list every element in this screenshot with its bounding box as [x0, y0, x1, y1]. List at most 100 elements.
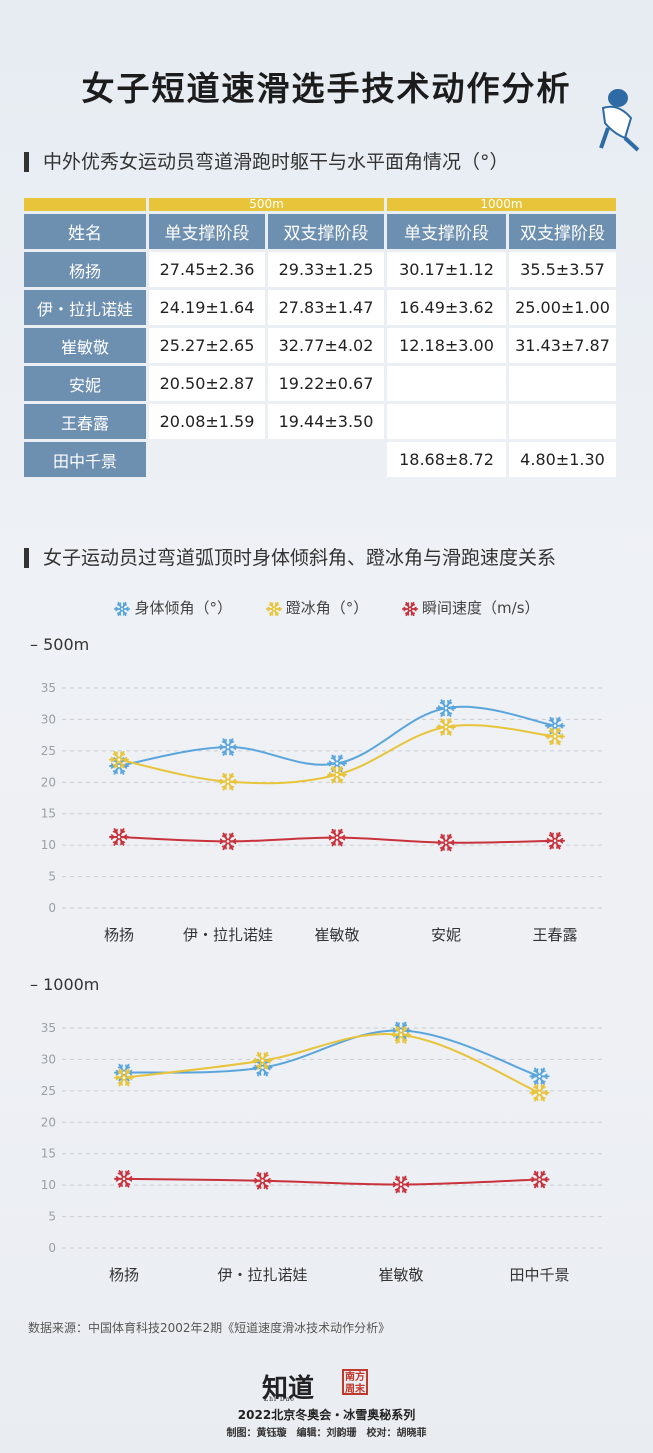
series-line: [123, 1177, 540, 1186]
table-cell: [149, 442, 265, 477]
legend-label: 瞬间速度（m/s）: [422, 599, 540, 617]
table-cell: 27.83±1.47: [268, 290, 384, 325]
y-tick-label: 0: [48, 901, 56, 915]
table-cell: 16.49±3.62: [387, 290, 506, 325]
data-point: [218, 738, 238, 756]
series-line: [123, 1029, 540, 1078]
table-cell: 4.80±1.30: [509, 442, 617, 477]
table-cell: 30.17±1.12: [387, 252, 506, 287]
zhidao-logo: 知道 Zhi Dao: [262, 1374, 315, 1404]
table-row: 杨扬 27.45±2.36 29.33±1.25 30.17±1.12 35.5…: [24, 252, 617, 287]
x-tick-label: 伊・拉扎诺娃: [217, 1266, 307, 1284]
y-tick-label: 30: [41, 712, 56, 726]
table-cell: 12.18±3.00: [387, 328, 506, 363]
chart-title: – 1000m: [30, 975, 99, 994]
table-header: 单支撑阶段: [149, 214, 265, 249]
table-cell: 31.43±7.87: [509, 328, 617, 363]
table-cell: [509, 404, 617, 439]
table-header: 姓名: [24, 214, 146, 249]
southern-weekly-logo: 南方周末: [342, 1369, 368, 1395]
data-point: [391, 1026, 411, 1044]
snowflake-icon: [401, 601, 419, 616]
y-tick-label: 35: [41, 1021, 56, 1035]
athlete-name: 王春露: [24, 404, 146, 439]
x-tick-label: 伊・拉扎诺娃: [183, 926, 273, 944]
section-title-table: 中外优秀女运动员弯道滑跑时躯干与水平面角情况（°）: [24, 152, 509, 172]
x-tick-label: 安妮: [431, 926, 461, 944]
table-cell: [387, 404, 506, 439]
y-tick-label: 35: [41, 681, 56, 695]
y-tick-label: 10: [41, 838, 56, 852]
legend-item: 蹬冰角（°）: [265, 599, 369, 617]
data-point: [252, 1171, 273, 1190]
data-point: [529, 1067, 550, 1086]
data-point: [109, 750, 129, 769]
x-tick-label: 杨扬: [109, 1266, 139, 1284]
data-point: [327, 828, 347, 847]
y-tick-label: 0: [48, 1241, 56, 1255]
data-point: [114, 1068, 134, 1087]
table-cell: 18.68±8.72: [387, 442, 506, 477]
data-point: [545, 831, 565, 850]
data-point: [109, 828, 129, 846]
y-tick-label: 25: [41, 1084, 56, 1098]
table-group-header-500m: 500m: [149, 198, 384, 211]
legend-item: 瞬间速度（m/s）: [401, 599, 540, 617]
table-cell: [268, 442, 384, 477]
y-tick-label: 5: [48, 870, 56, 884]
data-point: [545, 716, 565, 735]
athlete-name: 田中千景: [24, 442, 146, 477]
table-cell: [387, 366, 506, 401]
table-header: 单支撑阶段: [387, 214, 506, 249]
table-header: 双支撑阶段: [268, 214, 384, 249]
table-cell: 32.77±4.02: [268, 328, 384, 363]
athlete-name: 安妮: [24, 366, 146, 401]
data-point: [529, 1083, 550, 1102]
series-line: [118, 705, 556, 767]
table-row: 王春露 20.08±1.59 19.44±3.50: [24, 404, 617, 439]
table-cell: 35.5±3.57: [509, 252, 617, 287]
data-point: [545, 727, 565, 746]
table-header: 双支撑阶段: [509, 214, 617, 249]
legend-label: 蹬冰角（°）: [285, 599, 369, 617]
table-cell: 25.27±2.65: [149, 328, 265, 363]
table-row: 伊・拉扎诺娃 24.19±1.64 27.83±1.47 16.49±3.62 …: [24, 290, 617, 325]
y-tick-label: 15: [41, 807, 56, 821]
angle-table: 500m 1000m 姓名 单支撑阶段 双支撑阶段 单支撑阶段 双支撑阶段 杨扬…: [21, 195, 619, 480]
series-line: [123, 1033, 540, 1094]
chart-500m: – 500m 0 5 10 15 20 25 30 35 杨扬 伊・拉扎诺娃 崔敏敬 安妮 王春露: [30, 635, 605, 944]
table-row: 崔敏敬 25.27±2.65 32.77±4.02 12.18±3.00 31.…: [24, 328, 617, 363]
y-tick-label: 30: [41, 1052, 56, 1066]
section-title-chart: 女子运动员过弯道弧顶时身体倾斜角、蹬冰角与滑跑速度关系: [24, 548, 556, 568]
table-cell: 19.22±0.67: [268, 366, 384, 401]
data-point: [252, 1051, 273, 1070]
athlete-name: 崔敏敬: [24, 328, 146, 363]
y-tick-label: 5: [48, 1210, 56, 1224]
y-tick-label: 25: [41, 744, 56, 758]
chart-title: – 500m: [30, 635, 89, 654]
data-point: [391, 1175, 411, 1194]
data-point: [218, 832, 238, 851]
data-point: [436, 833, 456, 852]
data-point: [327, 765, 347, 784]
table-cell: 27.45±2.36: [149, 252, 265, 287]
x-tick-label: 王春露: [532, 926, 577, 944]
table-cell: 20.08±1.59: [149, 404, 265, 439]
y-tick-label: 20: [41, 775, 56, 789]
table-row: 田中千景 18.68±8.72 4.80±1.30: [24, 442, 617, 477]
table-cell: 20.50±2.87: [149, 366, 265, 401]
chart-legend: 身体倾角（°） 蹬冰角（°） 瞬间速度（m/s）: [0, 597, 653, 618]
y-tick-label: 15: [41, 1147, 56, 1161]
x-tick-label: 崔敏敬: [378, 1266, 423, 1284]
table-group-header-blank: [24, 198, 146, 211]
table-row: 安妮 20.50±2.87 19.22±0.67: [24, 366, 617, 401]
table-group-header-1000m: 1000m: [387, 198, 617, 211]
snowflake-icon: [265, 601, 282, 616]
page-title: 女子短道速滑选手技术动作分析: [81, 69, 572, 108]
data-point: [529, 1170, 550, 1189]
credits: 制图：黄钰璇 编辑：刘韵珊 校对：胡晓菲: [226, 1428, 427, 1439]
data-point: [114, 1170, 134, 1188]
series-name: 2022北京冬奥会・冰雪奥秘系列: [237, 1408, 416, 1422]
chart-1000m: – 1000m 0 5 10 15 20 25 30 35 杨扬 伊・拉扎诺娃 崔敏敬 田中千景: [30, 975, 605, 1284]
athlete-name: 杨扬: [24, 252, 146, 287]
